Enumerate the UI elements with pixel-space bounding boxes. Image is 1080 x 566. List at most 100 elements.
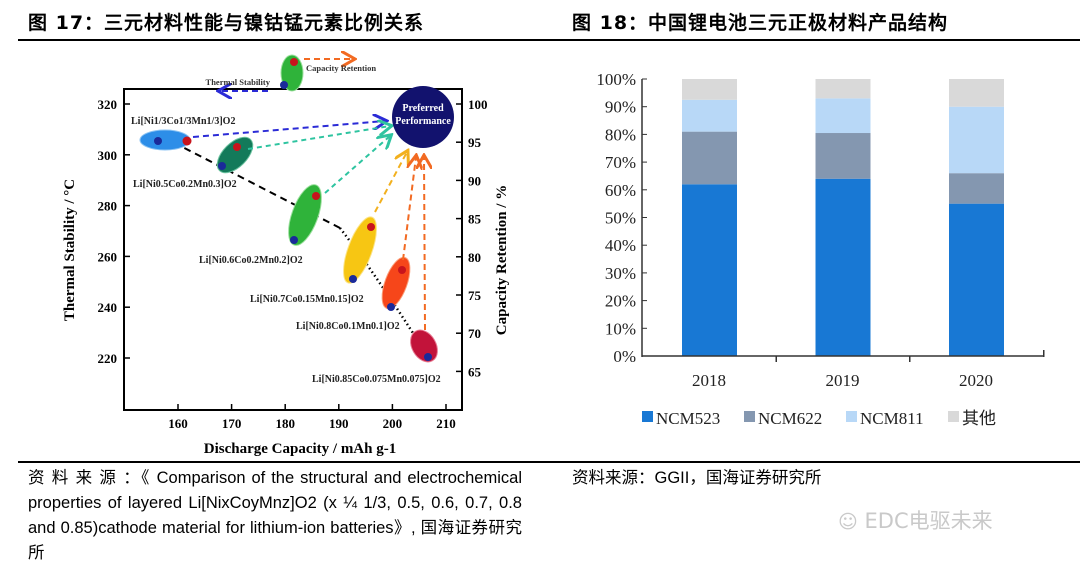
y-right-tick xyxy=(456,256,462,258)
legend-label: NCM523 xyxy=(656,409,720,428)
x-tick-label: 200 xyxy=(383,416,403,431)
y-left-tick xyxy=(124,357,130,359)
thermal-dot xyxy=(154,137,162,145)
x-tick-label: 170 xyxy=(222,416,242,431)
y-right-tick xyxy=(456,217,462,220)
thermal-dot xyxy=(280,81,288,89)
capacity-dot xyxy=(290,58,298,66)
ellipse-ncm622 xyxy=(288,184,322,246)
bar-series0-2020 xyxy=(949,203,1004,356)
y-tick xyxy=(642,133,647,135)
y-tick-label: 10% xyxy=(605,319,636,338)
y-right-tick-label: 75 xyxy=(468,288,482,303)
y-tick xyxy=(642,161,647,163)
y-tick-label: 60% xyxy=(605,181,636,200)
preferred-performance-circle xyxy=(392,86,454,148)
legend-swatch xyxy=(948,411,959,422)
material-label-ncm111: Li[Ni1/3Co1/3Mn1/3]O2 xyxy=(131,116,235,127)
y-tick xyxy=(642,327,647,329)
y-tick xyxy=(642,106,647,108)
figure-18-title: 图 18：中国锂电池三元正极材料产品结构 xyxy=(572,12,949,34)
bar-series0-2019 xyxy=(815,178,871,356)
thermal-dot xyxy=(424,353,432,361)
y-tick xyxy=(642,244,647,246)
y-tick xyxy=(642,217,647,218)
y-tick xyxy=(642,300,647,302)
ellipse-ncm111 xyxy=(139,129,191,151)
trend-dotted-line xyxy=(339,227,432,361)
bar-series2-2020 xyxy=(949,106,1004,174)
material-label-ncm712: Li[Ni0.7Co0.15Mn0.15]O2 xyxy=(250,294,364,305)
capacity-dot xyxy=(182,136,192,146)
material-label-ncm622: Li[Ni0.6Co0.2Mn0.2]O2 xyxy=(199,255,303,266)
bar-series3-2018 xyxy=(682,79,737,100)
footer-divider xyxy=(18,461,1080,463)
x-tick xyxy=(775,356,777,362)
bar-series3-2019 xyxy=(815,79,871,99)
x-tick xyxy=(230,404,233,410)
y-left-tick xyxy=(124,154,130,156)
material-label-ncm85: Li[Ni0.85Co0.075Mn0.075]O2 xyxy=(312,374,441,385)
y-left-tick-label: 220 xyxy=(98,351,118,366)
legend-thermal-stability: Thermal Stability xyxy=(206,77,271,87)
arrow-ncm622 xyxy=(324,136,390,194)
legend-capacity-retention: Capacity Retention xyxy=(306,63,376,73)
bar-series1-2018 xyxy=(682,131,737,185)
arrow-ncm111 xyxy=(192,121,385,138)
x-tick xyxy=(338,404,340,410)
y-tick xyxy=(642,355,647,357)
y-right-tick xyxy=(456,332,462,334)
bar-series1-2020 xyxy=(949,173,1004,204)
y-left-tick xyxy=(124,204,130,207)
y-tick-label: 100% xyxy=(596,70,636,89)
figure-17-source: 资 料 来 源 ：《 Comparison of the structural … xyxy=(28,469,522,562)
legend-label: 其他 xyxy=(962,409,996,428)
y-right-tick-label: 95 xyxy=(468,135,482,150)
y-left-tick-label: 280 xyxy=(98,199,118,214)
bar-series2-2019 xyxy=(815,98,871,134)
legend-label: NCM622 xyxy=(758,409,822,428)
y-right-tick xyxy=(456,294,462,296)
arrow-ncm523 xyxy=(247,126,390,150)
y-tick xyxy=(642,272,647,274)
bar-series1-2019 xyxy=(815,133,871,179)
y-tick-label: 70% xyxy=(605,153,636,172)
capacity-dot xyxy=(398,266,406,274)
legend-swatch xyxy=(846,411,857,422)
x-tick xyxy=(177,404,179,410)
material-label-ncm523: Li[Ni0.5Co0.2Mn0.3]O2 xyxy=(133,179,237,190)
material-label-ncm811: Li[Ni0.8Co0.1Mn0.1]O2 xyxy=(296,321,400,332)
y-right-tick-label: 85 xyxy=(468,212,482,227)
y-tick-label: 0% xyxy=(613,347,636,366)
arrow-ncm85 xyxy=(424,157,425,331)
x-tick-label: 2020 xyxy=(959,371,993,390)
legend-label: NCM811 xyxy=(860,409,924,428)
thermal-dot xyxy=(290,236,298,244)
y-right-tick-label: 70 xyxy=(468,326,481,341)
thermal-dot xyxy=(349,275,357,283)
y-left-axis-label: Thermal Stability / °C xyxy=(62,179,78,321)
preferred-label: Preferred xyxy=(402,103,444,114)
y-left-tick-label: 320 xyxy=(98,97,118,112)
y-right-tick xyxy=(456,103,462,105)
y-right-tick-label: 100 xyxy=(468,97,488,112)
x-tick-label: 160 xyxy=(168,416,188,431)
arrow-ncm811 xyxy=(402,157,416,261)
performance-label: Performance xyxy=(395,116,451,127)
y-left-tick-label: 240 xyxy=(98,300,118,315)
y-right-tick-label: 90 xyxy=(468,173,481,188)
y-tick-label: 20% xyxy=(605,292,636,311)
y-tick xyxy=(642,189,647,191)
y-tick-label: 80% xyxy=(605,125,636,144)
x-tick xyxy=(909,356,911,362)
y-tick-label: 30% xyxy=(605,264,636,283)
y-right-tick-label: 65 xyxy=(468,364,482,379)
header-divider xyxy=(18,39,1080,41)
bar-series0-2018 xyxy=(682,184,737,356)
x-axis-label: Discharge Capacity / mAh g-1 xyxy=(204,441,396,457)
y-tick-label: 90% xyxy=(605,98,636,117)
capacity-dot xyxy=(367,223,375,231)
x-tick-label: 190 xyxy=(329,416,349,431)
y-right-tick-label: 80 xyxy=(468,250,481,265)
y-right-tick xyxy=(456,179,462,182)
